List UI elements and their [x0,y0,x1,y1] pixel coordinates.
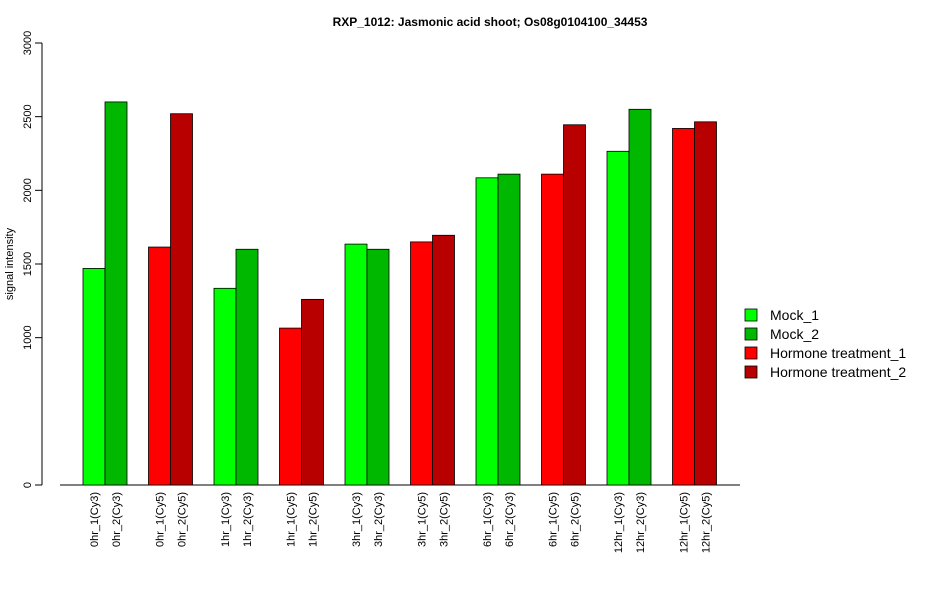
x-tick-labels: 0hr_1(Cy3) 0hr_2(Cy3) 0hr_1(Cy5) 0hr_2(Cy5)… [89,492,713,553]
y-tick-label: 1000 [22,325,34,349]
y-tick-label: 2000 [22,178,34,202]
bar [606,150,630,486]
x-tick-label: 0hr_1(Cy3) [89,492,101,547]
y-axis: 0 1000 1500 2000 2500 3000 [22,31,43,488]
bar [563,124,586,486]
x-tick-label: 1hr_1(Cy3) [220,492,232,547]
x-tick-label: 12hr_1(Cy5) [679,492,691,553]
x-tick-label: 0hr_2(Cy5) [177,492,189,547]
x-tick-label: 0hr_1(Cy5) [155,492,167,547]
bar [672,128,695,486]
legend: Mock_1 Mock_2 Hormone treatment_1 Hormone t… [744,307,906,380]
x-tick-label: 1hr_2(Cy5) [308,492,320,547]
legend-label: Hormone treatment_2 [770,364,906,380]
chart-title: RXP_1012: Jasmonic acid shoot; Os08g0104… [333,15,648,29]
x-tick-label: 3hr_2(Cy5) [439,492,451,547]
y-tick-label: 1500 [22,252,34,276]
legend-label: Mock_2 [770,326,819,342]
x-tick-label: 12hr_2(Cy5) [701,492,713,553]
bar [301,298,324,486]
legend-swatch [744,365,758,379]
bar [235,248,259,486]
y-axis-label: signal intensity [4,227,16,300]
bar [279,327,302,486]
x-tick-label: 3hr_1(Cy5) [417,492,429,547]
bar [82,268,106,486]
bar [344,243,368,486]
x-tick-label: 1hr_1(Cy5) [286,492,298,547]
y-tick-label: 0 [22,482,34,488]
legend-label: Mock_1 [770,307,819,323]
legend-label: Hormone treatment_1 [770,345,906,361]
bar [148,246,171,486]
legend-swatch [744,308,758,322]
x-tick-label: 0hr_2(Cy3) [111,492,123,547]
x-tick-label: 6hr_2(Cy3) [504,492,516,547]
bar [366,248,390,486]
x-tick-label: 6hr_1(Cy5) [548,492,560,547]
x-tick-label: 12hr_2(Cy3) [635,492,647,553]
bar [475,177,499,486]
legend-swatch [744,327,758,341]
bar [541,173,564,486]
bar [213,287,237,486]
x-tick-label: 12hr_1(Cy3) [613,492,625,553]
x-tick-label: 3hr_1(Cy3) [351,492,363,547]
bar [432,234,455,486]
bars-group [82,101,717,486]
x-tick-label: 1hr_2(Cy3) [242,492,254,547]
bar [497,173,521,486]
x-tick-label: 6hr_2(Cy5) [570,492,582,547]
bar [628,108,652,486]
y-tick-label: 3000 [22,31,34,55]
bar [410,241,433,486]
legend-swatch [744,346,758,360]
bar [694,121,717,486]
x-tick-label: 3hr_2(Cy3) [373,492,385,547]
bar [170,113,193,486]
bar [104,101,128,486]
y-tick-label: 2500 [22,104,34,128]
x-tick-label: 6hr_1(Cy3) [482,492,494,547]
